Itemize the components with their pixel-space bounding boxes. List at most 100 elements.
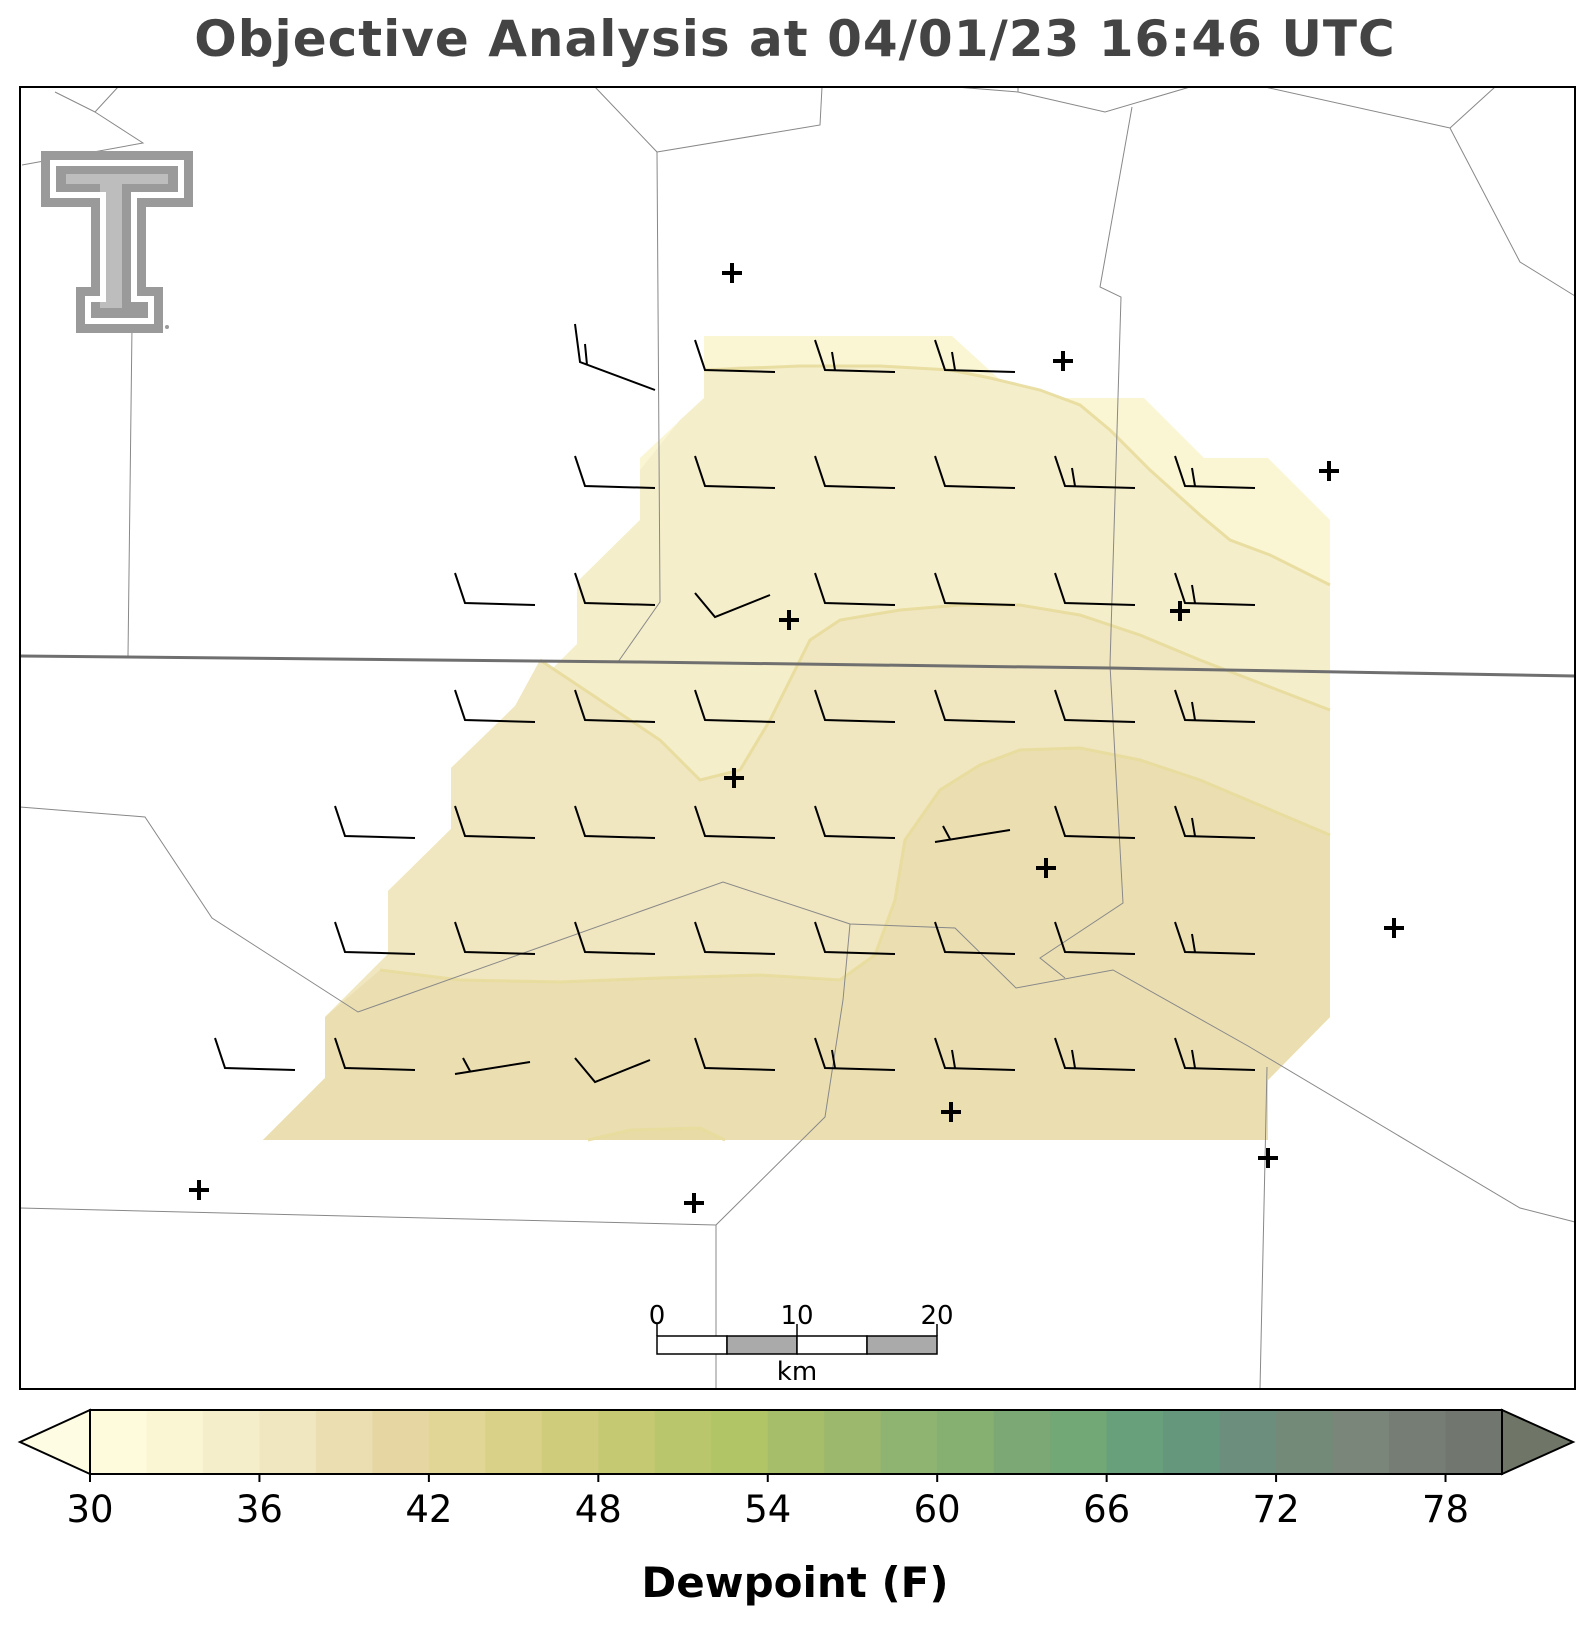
colorbar-segment [937,1410,995,1474]
wind-barb-stroke [574,455,656,489]
colorbar-segment [1276,1410,1334,1474]
wind-barb-stroke [1174,1037,1256,1071]
wind-barb-stroke [1054,805,1136,839]
wind-barb [934,1037,1016,1071]
wind-barb [934,339,1016,373]
colorbar-segment [1106,1410,1164,1474]
wind-barb-stroke [1054,572,1136,606]
colorbar-extend-high [1501,1408,1576,1476]
colorbar-segment [485,1410,543,1474]
wind-barb [1054,921,1136,955]
colorbar-segment [654,1410,712,1474]
wind-barb [1054,455,1136,489]
wind-barb [454,572,536,606]
wind-barb-stroke [454,1057,531,1075]
dewpoint-fill-38 [263,748,1330,1140]
wind-barb-stroke [934,339,1016,373]
wind-barb-stroke [934,455,1016,489]
wind-barb-stroke [454,805,536,839]
colorbar-segment [1163,1410,1221,1474]
station-markers [189,263,1404,1213]
wind-barb [934,921,1016,955]
map-panel: 0 10 20 km [19,86,1576,1390]
wind-barb-stroke [814,339,896,373]
dewpoint-fill-40 [588,1128,725,1140]
colorbar-segment [372,1410,430,1474]
wind-barb [934,455,1016,489]
wind-barb-stroke [1174,455,1256,489]
wind-barb-stroke [694,805,776,839]
station-marker [684,1193,704,1213]
colorbar-label: Dewpoint (F) [641,1558,949,1607]
colorbar-segment [1050,1410,1108,1474]
wind-barb [574,689,656,723]
wind-barb [694,455,776,489]
wind-barb-stroke [694,1037,776,1071]
wind-barb-stroke [574,689,656,723]
colorbar-tick-label: 36 [236,1488,283,1531]
wind-barb [934,572,1016,606]
station-marker [724,768,744,788]
wind-barb [1174,455,1256,489]
colorbar-segment [598,1410,656,1474]
station-marker [1170,601,1190,621]
colorbar-tick-label: 66 [1083,1488,1130,1531]
wind-barb [1174,805,1256,839]
wind-barb [1174,572,1256,606]
colorbar-tick-label: 60 [914,1488,961,1531]
wind-barb-stroke [814,455,896,489]
colorbar-tick-label: 78 [1422,1488,1469,1531]
colorbar-segment [1332,1410,1390,1474]
county-boundaries [19,86,1576,1390]
wind-barb-stroke [574,805,656,839]
colorbar-extend-low [17,1408,91,1476]
colorbar-segment [1445,1410,1503,1474]
colorbar-segment [541,1410,599,1474]
wind-barb [1054,689,1136,723]
wind-barb-stroke [694,921,776,955]
wind-barb [334,921,416,955]
wind-barb-stroke [814,805,896,839]
wind-barb [574,805,656,839]
wind-barb-stroke [934,921,1016,955]
station-marker [1053,351,1073,371]
wind-barb-stroke [574,1057,651,1084]
wind-barb-stroke [214,1037,296,1071]
wind-barb [814,339,896,373]
colorbar-segment [1389,1410,1447,1474]
wind-barb [1054,572,1136,606]
scale-label-10: 10 [780,1301,813,1331]
texas-tech-double-t-logo [41,151,193,333]
wind-barbs [214,323,1256,1084]
wind-barb [814,572,896,606]
wind-barb-stroke [814,1037,896,1071]
wind-barb [694,592,771,619]
wind-barb [454,1057,531,1075]
wind-barb [694,1037,776,1071]
wind-barb-stroke [814,572,896,606]
wind-barb-stroke [694,339,776,373]
colorbar-segment [90,1410,148,1474]
colorbar-segment [259,1410,317,1474]
wind-barb [454,805,536,839]
colorbar-tick-label: 30 [66,1488,113,1531]
wind-barb-stroke [334,1037,416,1071]
colorbar-segment [711,1410,769,1474]
wind-barb-stroke [574,921,656,955]
wind-barb [694,339,776,373]
colorbar-segment [1219,1410,1277,1474]
colorbar-segment [202,1410,261,1474]
colorbar-segment [146,1410,204,1474]
station-marker [941,1102,961,1122]
colorbar-ticks: 30 36 42 48 54 60 66 72 78 [66,1474,1469,1531]
wind-barb [574,572,656,606]
wind-barb-stroke [1174,689,1256,723]
map-title: Objective Analysis at 04/01/23 16:46 UTC [194,10,1396,68]
scale-unit: km [777,1357,817,1387]
wind-barb [454,689,536,723]
wind-barb-stroke [1054,455,1136,489]
wind-barb-stroke [694,455,776,489]
wind-barb-stroke [574,572,656,606]
state-boundary [19,654,1576,678]
